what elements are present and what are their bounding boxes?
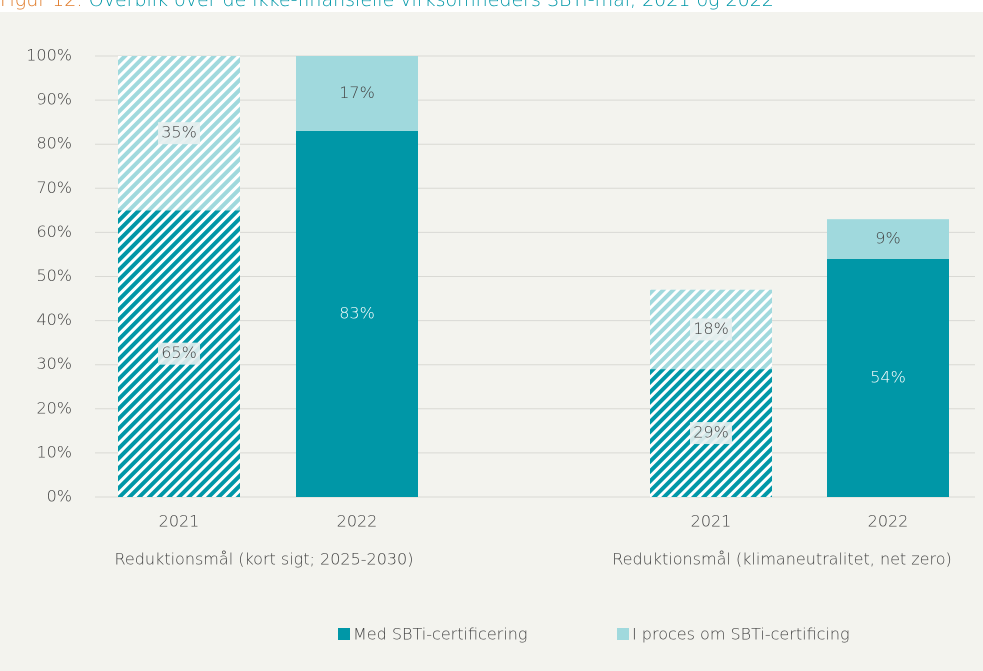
bar-segment bbox=[827, 219, 949, 259]
value-label: 9% bbox=[875, 229, 900, 248]
group-label: Reduktionsmål (kort sigt; 2025-2030) bbox=[115, 550, 414, 569]
title-band bbox=[0, 0, 983, 12]
y-tick-label: 70% bbox=[36, 178, 72, 197]
value-label: 54% bbox=[870, 367, 906, 386]
y-tick-label: 20% bbox=[36, 398, 72, 417]
value-label: 35% bbox=[161, 123, 197, 142]
y-tick-label: 10% bbox=[36, 442, 72, 461]
bar-segment bbox=[827, 258, 949, 497]
bar-segment bbox=[296, 130, 418, 497]
y-tick-label: 50% bbox=[36, 266, 72, 285]
y-tick-label: 60% bbox=[36, 222, 72, 241]
legend-swatch bbox=[617, 628, 629, 640]
y-tick-label: 80% bbox=[36, 134, 72, 153]
legend-label: I proces om SBTi-certificing bbox=[632, 625, 850, 644]
legend-label: Med SBTi-certificering bbox=[353, 625, 527, 644]
y-tick-label: 0% bbox=[47, 487, 72, 506]
x-tick-label: 2021 bbox=[159, 512, 200, 531]
value-label: 17% bbox=[339, 83, 375, 102]
x-tick-label: 2022 bbox=[337, 512, 378, 531]
figure-label: Figur 12: bbox=[0, 0, 83, 11]
value-label: 29% bbox=[693, 423, 729, 442]
label-box bbox=[158, 342, 200, 365]
x-tick-label: 2022 bbox=[868, 512, 909, 531]
y-tick-label: 100% bbox=[26, 46, 72, 65]
bar-segment bbox=[296, 56, 418, 131]
value-label: 83% bbox=[339, 303, 375, 322]
y-tick-label: 40% bbox=[36, 310, 72, 329]
label-box bbox=[690, 318, 732, 341]
value-label: 65% bbox=[161, 343, 197, 362]
group-label: Reduktionsmål (klimaneutralitet, net zer… bbox=[612, 550, 952, 569]
label-box bbox=[690, 422, 732, 445]
legend-swatch bbox=[338, 628, 350, 640]
label-box bbox=[158, 122, 200, 145]
y-tick-label: 30% bbox=[36, 354, 72, 373]
value-label: 18% bbox=[693, 319, 729, 338]
title-text: Overblik over de ikke-finansielle virkso… bbox=[89, 0, 774, 11]
x-tick-label: 2021 bbox=[691, 512, 732, 531]
y-tick-label: 90% bbox=[36, 90, 72, 109]
chart-title: Figur 12: Overblik over de ikke-finansie… bbox=[0, 0, 774, 11]
